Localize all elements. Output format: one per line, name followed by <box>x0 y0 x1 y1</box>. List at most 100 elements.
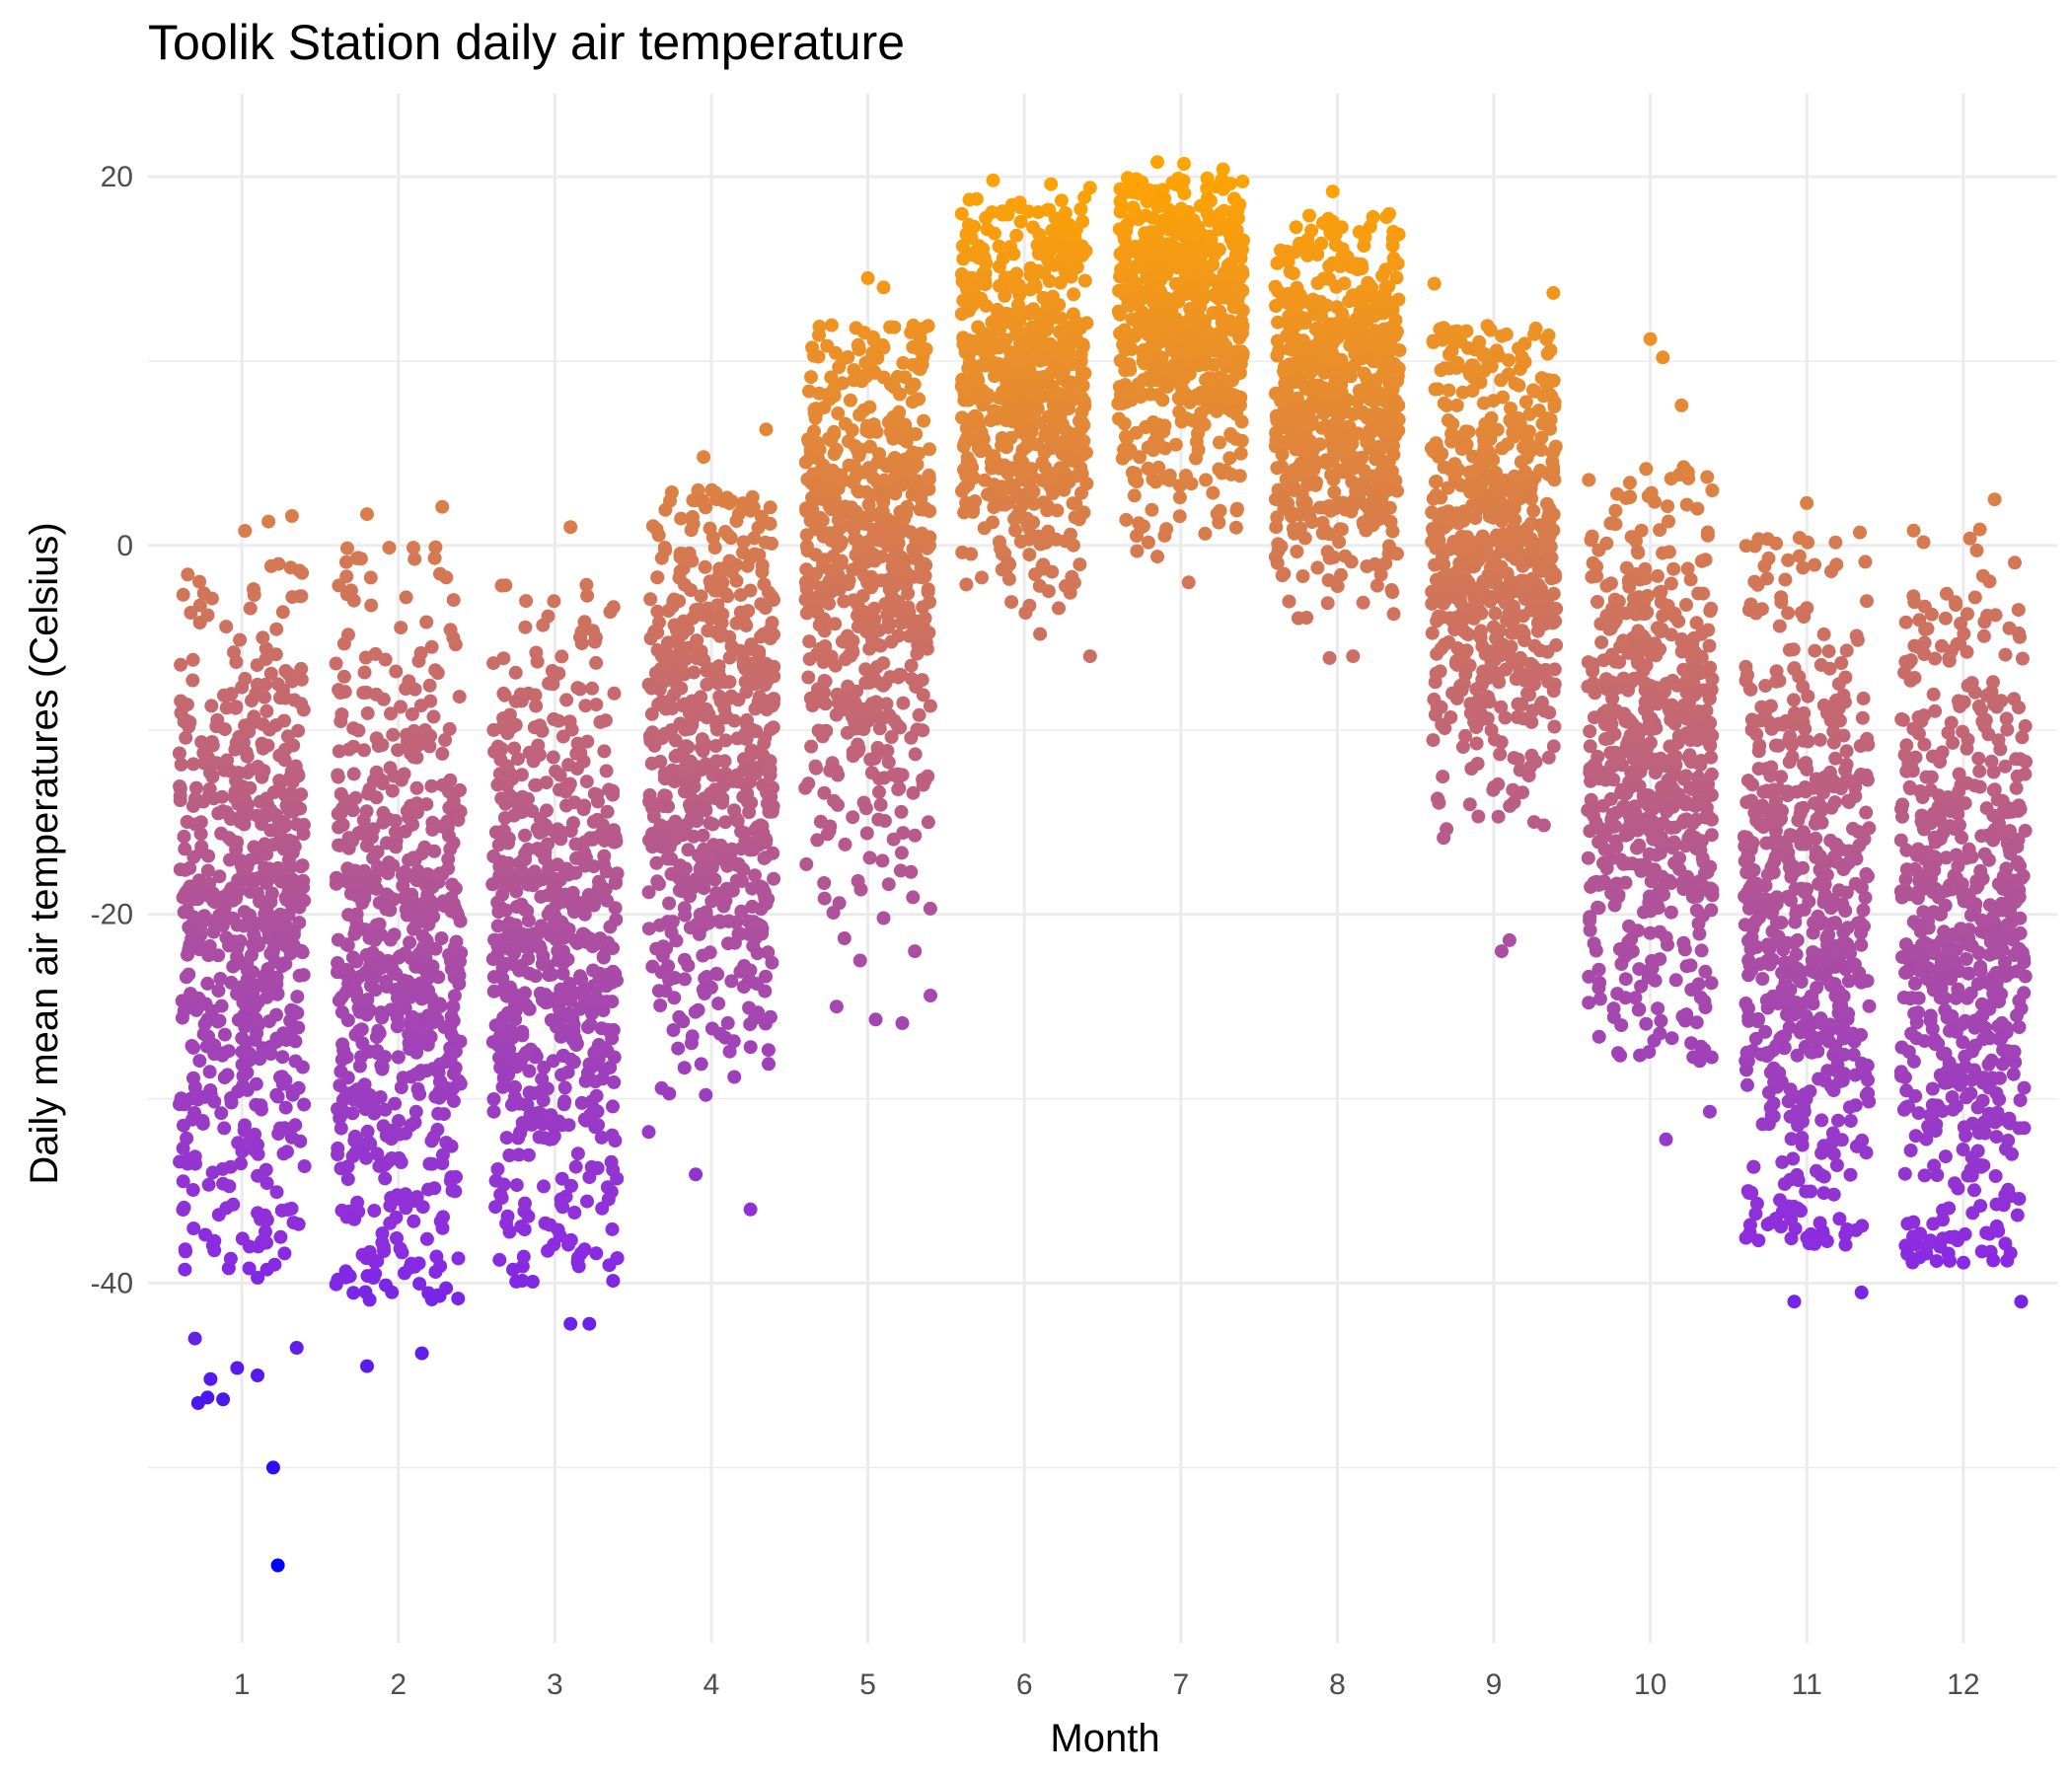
data-point <box>924 902 937 916</box>
data-point <box>853 370 867 384</box>
data-point <box>259 977 273 991</box>
data-point <box>1005 407 1019 421</box>
data-point <box>841 680 854 694</box>
data-point <box>606 1222 620 1236</box>
data-point <box>804 740 818 754</box>
data-point <box>536 957 550 971</box>
data-point <box>600 764 614 777</box>
data-point <box>546 1132 559 1146</box>
data-point <box>333 744 346 758</box>
data-point <box>244 602 258 616</box>
data-point <box>364 570 378 584</box>
data-point <box>860 827 874 841</box>
data-point <box>523 1002 537 1016</box>
data-point <box>854 883 868 897</box>
data-point <box>919 612 932 626</box>
data-point <box>1198 527 1212 541</box>
data-point <box>579 1074 593 1088</box>
data-point <box>1276 568 1290 582</box>
data-point <box>672 594 686 608</box>
data-point <box>747 531 761 545</box>
data-point <box>428 552 442 565</box>
data-point <box>496 1080 510 1094</box>
data-point <box>241 798 255 812</box>
data-point <box>1197 292 1211 306</box>
data-point <box>725 639 739 653</box>
data-point <box>417 940 431 954</box>
data-point <box>860 574 874 588</box>
data-point <box>1055 312 1069 326</box>
data-point <box>407 1215 420 1228</box>
data-point <box>251 1271 264 1285</box>
data-point <box>492 1253 506 1267</box>
data-point <box>205 770 219 783</box>
data-point <box>919 501 932 515</box>
data-point <box>1059 206 1073 220</box>
data-point <box>571 1147 585 1160</box>
data-point <box>268 955 282 969</box>
data-point <box>1006 247 1020 260</box>
data-point <box>240 956 254 970</box>
data-point <box>356 686 370 700</box>
data-point <box>580 589 594 603</box>
data-point <box>650 874 664 888</box>
data-point <box>502 870 516 884</box>
data-point <box>435 747 449 761</box>
data-point <box>1339 431 1353 445</box>
data-point <box>847 702 860 715</box>
data-point <box>1142 462 1155 476</box>
data-point <box>1120 218 1134 232</box>
data-point <box>828 389 842 403</box>
data-point <box>959 469 973 482</box>
data-point <box>759 970 773 984</box>
data-point <box>259 876 273 890</box>
data-point <box>1270 387 1284 401</box>
data-point <box>222 831 236 845</box>
data-point <box>827 469 841 482</box>
data-point <box>1387 607 1401 621</box>
data-point <box>963 456 977 470</box>
data-point <box>545 1013 558 1027</box>
data-point <box>1360 371 1373 385</box>
data-point <box>335 1053 349 1067</box>
data-point <box>248 588 261 602</box>
data-point <box>1271 556 1285 570</box>
data-point <box>1336 364 1350 378</box>
data-point <box>394 621 407 634</box>
data-point <box>194 845 208 858</box>
data-point <box>865 632 879 646</box>
data-point <box>523 967 537 981</box>
data-point <box>534 1084 548 1098</box>
data-point <box>370 1030 384 1044</box>
data-point <box>346 1286 360 1299</box>
data-point <box>295 673 309 687</box>
data-point <box>282 853 296 867</box>
data-point <box>1063 475 1076 488</box>
data-point <box>249 1098 262 1112</box>
data-point <box>755 926 769 940</box>
data-point <box>921 542 934 555</box>
data-point <box>486 723 500 737</box>
data-point <box>341 1071 355 1084</box>
data-point <box>267 1258 281 1272</box>
data-point <box>852 558 866 572</box>
data-point <box>863 851 877 864</box>
data-point <box>1157 529 1171 543</box>
data-point <box>1383 358 1397 372</box>
data-point <box>1067 376 1080 390</box>
data-point <box>241 973 255 987</box>
data-point <box>528 720 542 734</box>
data-point <box>513 1097 527 1111</box>
data-point <box>391 1010 405 1024</box>
data-point <box>1383 377 1397 391</box>
data-point <box>179 1242 192 1256</box>
data-point <box>372 962 386 976</box>
data-point <box>1287 339 1300 353</box>
data-point <box>1231 289 1245 303</box>
data-point <box>1214 504 1227 518</box>
data-point <box>174 789 187 803</box>
data-point <box>514 926 528 940</box>
data-point <box>273 1230 287 1244</box>
data-point <box>730 769 744 782</box>
data-point <box>1281 405 1295 418</box>
